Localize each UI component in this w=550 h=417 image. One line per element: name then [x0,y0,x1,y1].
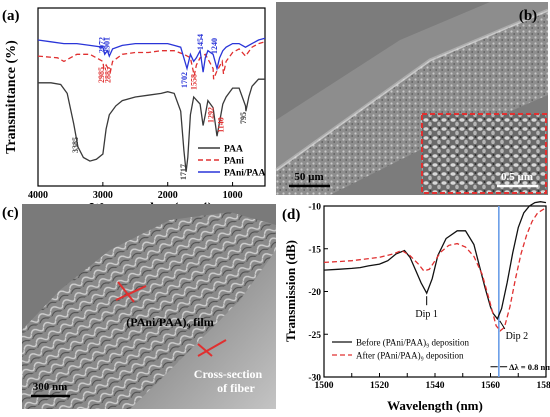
panel-a-peak-label: 1558 [189,74,198,90]
panel-a-series-line-paa [38,78,265,172]
panel-a-x-ticks: 4000 3000 2000 1000 [28,182,243,201]
panel-a-legend-entry: PAA [224,145,243,155]
panel-d-dip2-arrow [499,320,506,330]
panel-b-sem-image: (b) 0.5 µm 50 µm [275,2,549,195]
panel-b-fiber [276,10,548,195]
panel-a-peak-label: 1454 [196,34,205,50]
panel-c-fiber-cross-section [130,250,276,409]
panel-d-y-tick-label: -25 [308,331,321,341]
panel-d-legend-entry: Before (PAni/PAA)₉ deposition [356,338,469,348]
panel-a-legend: PAA PAni PAni/PAA [198,145,265,179]
panel-b-label: (b) [519,8,537,24]
panel-d-legend: Before (PAni/PAA)₉ deposition After (PAni… [332,338,469,361]
panel-b-scale-text: 50 µm [294,171,323,183]
panel-c-label: (c) [2,205,19,221]
panel-c-film-label: (PAni/PAA)₉ film [126,315,213,329]
panel-a-plot-frame [37,7,266,187]
panel-a-x-tick-label: 1000 [223,190,243,201]
panel-a-legend-entry: PAni [224,157,244,167]
panel-d-series-line-after [323,207,547,332]
panel-d-series-line-before [323,201,547,321]
panel-c-cross-label-line2: of fiber [217,381,255,395]
panel-a-peak-label: 2885 [103,67,112,83]
panel-d-x-axis-label: Wavelength (nm) [387,398,483,413]
panel-c-sem-cross-section: (c) (PAni/PAA)₉ film Cross-section of fi… [2,204,276,409]
panel-d-x-tick-label: 1580 [537,381,550,391]
panel-d-x-tick-label: 1520 [370,381,389,391]
panel-a-series-line-pani [37,41,266,80]
panel-a-series [37,37,266,172]
panel-a-x-tick-label: 3000 [93,190,113,201]
panel-c-cross-label-line1: Cross-section [194,367,263,381]
panel-c-film-marker-2 [115,285,147,301]
panel-c-fiber-marker-2 [197,339,227,357]
panel-d-dip2-label: Dip 2 [506,331,529,342]
panel-a-legend-entry: PAni/PAA [224,169,265,179]
panel-c-fiber-marker-1 [197,343,213,357]
panel-b-substrate-upper [276,2,548,170]
panel-d-annotations: Dip 1 Dip 2 Δλ = 0.8 nm [415,296,550,372]
panel-d-transmission-chart: (d) 15001520154015601580-30-25-20-15-10 … [282,201,550,413]
panel-a-label: (a) [2,8,20,24]
panel-d-y-tick-label: -15 [308,245,321,255]
panel-d-x-tick-label: 1500 [315,381,334,391]
panel-d-ticks: 1500 1520 1540 1560 1580 -30 -25 -20 -15 -10 [308,203,550,392]
panel-a-y-axis-label: Transmittance (%) [4,40,19,154]
panel-d-dip1-label: Dip 1 [415,309,438,320]
panel-b-inset-image [421,113,547,194]
panel-a-x-tick-label: 2000 [158,190,178,201]
panel-a-peak-label: 2972 [98,37,107,53]
panel-a-peak-label: 795 [239,112,248,124]
panel-d-y-axis-label: Transmission (dB) [283,240,298,342]
panel-a-series-line-pani-paa [37,37,266,73]
panel-d-y-tick-label: -10 [308,203,321,213]
panel-d-legend-entry: After (PAni/PAA)₉ deposition [356,351,464,361]
panel-c-film-layer [22,212,276,409]
panel-d-y-tick-label: -30 [308,374,321,384]
panel-a-peak-label: 1702 [180,72,189,88]
panel-a-peak-label: 1292 [207,107,216,123]
panel-d-label: (d) [282,207,300,223]
panel-a-peak-label: 2901 [102,37,111,53]
panel-a-peak-label: 1717 [179,164,188,180]
panel-a-peak-label: 2985 [97,67,106,83]
panel-b-inset-scale-text: 0.5 µm [501,171,533,183]
panel-a-peak-label: 1240 [210,38,219,54]
panel-d-x-tick-label: 1560 [481,381,500,391]
panel-d-y-tick-label: -20 [308,288,321,298]
panel-a-x-tick-label: 4000 [28,190,48,201]
panel-c-film-marker-1 [117,281,135,303]
panel-a-peak-label: 3385 [71,137,80,153]
panel-a-peak-label: 1140 [217,117,226,133]
panel-c-scale-text: 300 nm [33,381,68,393]
panel-d-delta-label: Δλ = 0.8 nm [509,362,550,372]
panel-d-x-tick-label: 1540 [426,381,445,391]
panel-d-series [323,201,547,377]
